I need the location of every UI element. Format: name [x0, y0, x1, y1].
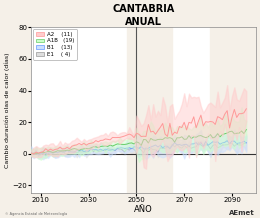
- Text: © Agencia Estatal de Meteorología: © Agencia Estatal de Meteorología: [5, 212, 67, 216]
- Bar: [210, 27, 256, 193]
- Text: AEmet: AEmet: [229, 210, 255, 216]
- Bar: [127, 27, 172, 193]
- Y-axis label: Cambio duración olas de calor (días): Cambio duración olas de calor (días): [4, 53, 10, 168]
- X-axis label: AÑO: AÑO: [134, 205, 153, 214]
- Title: CANTABRIA
ANUAL: CANTABRIA ANUAL: [113, 4, 175, 27]
- Legend: A2    (11), A1B   (19), B1    (13), E1    ( 4): A2 (11), A1B (19), B1 (13), E1 ( 4): [33, 29, 77, 60]
